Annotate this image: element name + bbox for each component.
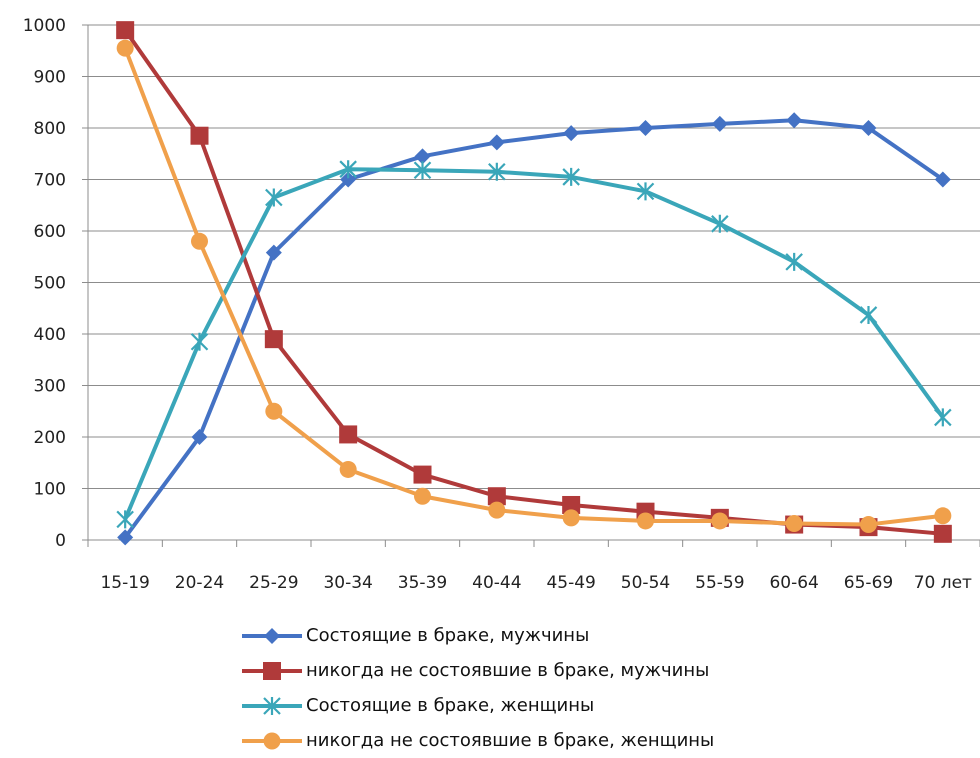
legend-item-never-married-women: никогда не состоявшие в браке, женщины (240, 723, 714, 758)
data-point-married-women (488, 162, 506, 181)
x-tick-label: 40-44 (472, 573, 521, 593)
y-tick-label: 900 (34, 68, 66, 88)
data-point-never-married-women (191, 232, 208, 250)
data-point-never-married-women (265, 402, 283, 420)
y-tick-label: 600 (34, 222, 66, 242)
legend-marker (263, 732, 281, 749)
series-never-married-men (116, 21, 952, 543)
series-line-married-men (123, 118, 944, 539)
legend-marker (264, 627, 280, 644)
data-point-never-married-women (339, 460, 357, 478)
y-tick-label: 400 (34, 325, 66, 345)
legend: Состоящие в браке, мужчины никогда не со… (240, 618, 714, 758)
y-tick-label: 300 (34, 377, 66, 397)
data-point-married-men (563, 125, 580, 142)
series-line-never-married-women (123, 47, 944, 527)
x-tick-label: 70 лет (914, 573, 972, 593)
series-never-married-women (116, 39, 952, 534)
series-married-women (116, 160, 952, 529)
data-point-never-married-men (264, 330, 283, 349)
data-point-married-men (414, 148, 431, 165)
y-tick-label: 800 (34, 119, 66, 139)
legend-swatch-married-women (242, 696, 302, 715)
data-point-never-married-men (562, 495, 581, 514)
data-point-never-married-women (637, 512, 654, 530)
data-point-married-women (339, 160, 357, 179)
data-point-never-married-women (116, 39, 134, 57)
legend-item-never-married-men: никогда не состоявшие в браке, мужчины (240, 653, 714, 688)
data-point-never-married-men (487, 487, 506, 506)
data-point-never-married-men (339, 425, 358, 444)
data-point-married-women (265, 188, 283, 207)
x-tick-label: 25-29 (249, 573, 298, 593)
data-point-never-married-women (785, 515, 803, 533)
x-tick-label: 35-39 (398, 573, 447, 593)
data-point-married-men (637, 120, 654, 136)
y-tick-label: 0 (55, 531, 66, 551)
x-tick-label: 55-59 (695, 573, 744, 593)
y-tick-label: 1000 (23, 16, 66, 36)
data-point-never-married-women (414, 487, 431, 505)
data-point-married-women (190, 332, 209, 351)
legend-label-never-married-women: никогда не состоявшие в браке, женщины (306, 730, 715, 751)
data-point-never-married-men (413, 465, 432, 484)
data-point-married-women (859, 305, 878, 324)
y-tick-label: 500 (34, 274, 66, 294)
data-point-married-men (934, 171, 951, 188)
data-point-married-men (265, 244, 282, 261)
x-tick-label: 50-54 (621, 573, 670, 593)
axis-layer: 0 100 200 300 400 500 600 700 800 900 1000 15-19 20-… (23, 16, 980, 593)
series-layer (116, 21, 952, 546)
y-tick-label: 200 (34, 428, 66, 448)
data-point-married-women (562, 167, 580, 186)
grid-layer (88, 24, 980, 489)
data-point-married-women (785, 252, 803, 271)
legend-item-married-men: Состоящие в браке, мужчины (240, 618, 714, 653)
data-point-married-men (786, 112, 803, 129)
legend-marker (263, 696, 281, 715)
data-point-never-married-women (562, 509, 580, 527)
legend-swatch-never-married-men (242, 661, 302, 680)
x-tick-label: 30-34 (323, 573, 372, 593)
x-tick-label: 45-49 (546, 573, 595, 593)
legend-swatch-married-men (242, 627, 302, 644)
legend-label-never-married-men: никогда не состоявшие в браке, мужчины (306, 660, 710, 681)
data-point-married-men (711, 115, 728, 132)
line-chart: 0 100 200 300 400 500 600 700 800 900 1000 15-19 20-… (23, 16, 980, 593)
data-point-married-men (191, 429, 208, 445)
data-point-never-married-men (933, 524, 952, 543)
series-married-men (117, 112, 951, 546)
data-point-married-women (934, 408, 952, 427)
series-line-married-women (123, 167, 945, 521)
x-tick-label: 65-69 (844, 573, 893, 593)
legend-swatch-never-married-women (242, 732, 302, 749)
data-point-married-women (116, 510, 134, 529)
data-point-never-married-women (860, 516, 877, 534)
data-point-married-men (340, 171, 357, 188)
data-point-married-women (711, 214, 729, 233)
legend-marker (263, 661, 281, 680)
data-point-never-married-women (488, 501, 506, 519)
data-point-married-men (117, 529, 134, 546)
data-point-married-men (488, 134, 505, 151)
legend-label-married-men: Состоящие в браке, мужчины (306, 625, 590, 646)
y-tick-label: 100 (34, 480, 66, 500)
legend-item-married-women: Состоящие в браке, женщины (240, 688, 714, 723)
data-point-never-married-men (190, 126, 209, 145)
x-tick-label: 60-64 (769, 573, 818, 593)
data-point-never-married-men (116, 21, 135, 40)
x-tick-label: 15-19 (100, 573, 149, 593)
x-tick-label: 20-24 (175, 573, 224, 593)
data-point-married-men (860, 120, 877, 136)
data-point-never-married-women (934, 507, 952, 525)
data-point-married-women (413, 161, 432, 180)
data-point-never-married-women (711, 512, 729, 530)
legend-label-married-women: Состоящие в браке, женщины (306, 695, 595, 716)
data-point-married-women (636, 182, 655, 201)
y-tick-label: 700 (34, 171, 66, 191)
